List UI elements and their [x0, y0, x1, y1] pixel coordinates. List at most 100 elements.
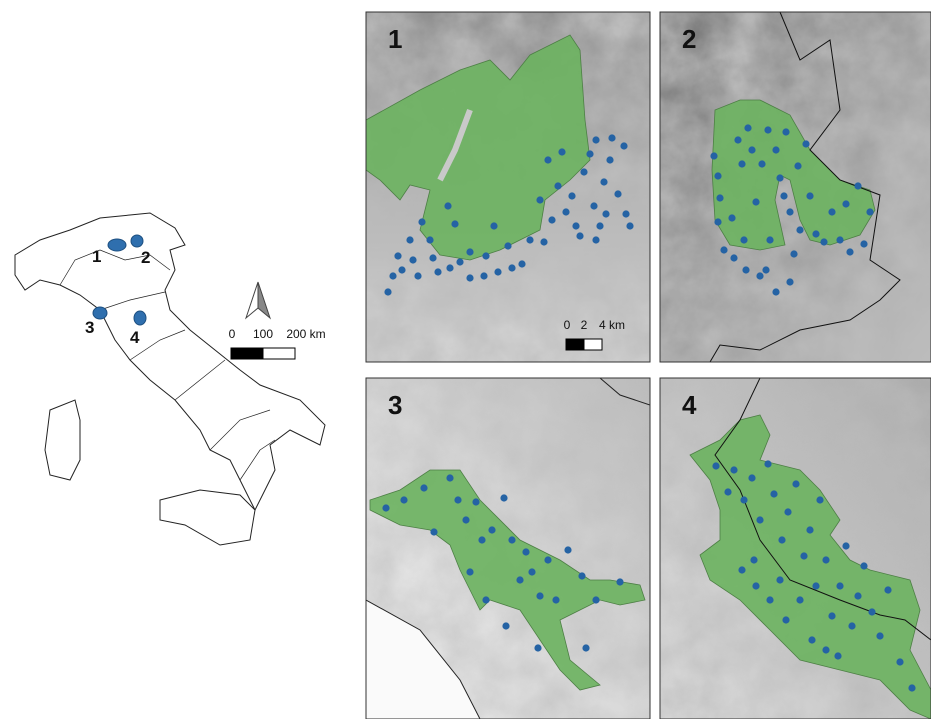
sampling-point — [752, 582, 759, 589]
sampling-point — [418, 218, 425, 225]
sampling-point — [562, 208, 569, 215]
sampling-point — [740, 236, 747, 243]
sampling-point — [802, 140, 809, 147]
sampling-point — [766, 596, 773, 603]
sampling-point — [782, 616, 789, 623]
sampling-point — [866, 208, 873, 215]
site-label: 1 — [92, 247, 101, 266]
sampling-point — [908, 684, 915, 691]
sampling-point — [456, 258, 463, 265]
site-label: 4 — [130, 328, 140, 347]
sampling-point — [716, 194, 723, 201]
sampling-point — [544, 156, 551, 163]
sampling-point — [508, 536, 515, 543]
sampling-point — [592, 596, 599, 603]
scale-label: 0 — [229, 327, 236, 341]
sampling-point — [834, 652, 841, 659]
sampling-point — [596, 222, 603, 229]
sampling-point — [504, 242, 511, 249]
sampling-point — [822, 556, 829, 563]
sampling-point — [526, 236, 533, 243]
sampling-point — [446, 474, 453, 481]
sampling-point — [472, 498, 479, 505]
scale-bar-black — [566, 339, 584, 350]
sampling-point — [620, 142, 627, 149]
scale-label: 100 — [253, 327, 273, 341]
sampling-point — [572, 222, 579, 229]
sampling-point — [770, 490, 777, 497]
sampling-point — [812, 230, 819, 237]
sampling-point — [766, 236, 773, 243]
sampling-point — [806, 192, 813, 199]
sampling-point — [534, 644, 541, 651]
sampling-point — [710, 152, 717, 159]
sampling-point — [626, 222, 633, 229]
sampling-point — [842, 542, 849, 549]
sampling-point — [808, 636, 815, 643]
sampling-point — [758, 160, 765, 167]
sampling-point — [712, 462, 719, 469]
sampling-point — [744, 124, 751, 131]
sampling-point — [606, 156, 613, 163]
sampling-point — [778, 536, 785, 543]
sampling-point — [828, 612, 835, 619]
panel-4 — [660, 378, 931, 719]
sampling-point — [466, 274, 473, 281]
north-arrow-right — [258, 282, 270, 318]
sampling-point — [776, 576, 783, 583]
sampling-point — [896, 658, 903, 665]
sampling-point — [389, 272, 396, 279]
sampling-point — [580, 168, 587, 175]
sampling-point — [848, 622, 855, 629]
north-arrow — [246, 282, 270, 318]
sampling-point — [794, 162, 801, 169]
sampling-point — [568, 192, 575, 199]
sampling-point — [600, 178, 607, 185]
sampling-point — [728, 214, 735, 221]
sampling-point — [552, 596, 559, 603]
sampling-point — [516, 576, 523, 583]
sicily — [160, 490, 255, 545]
sampling-point — [502, 622, 509, 629]
sampling-point — [426, 236, 433, 243]
sampling-point — [756, 272, 763, 279]
sampling-point — [734, 136, 741, 143]
sampling-point — [772, 288, 779, 295]
sampling-point — [714, 218, 721, 225]
sampling-point — [762, 266, 769, 273]
panel-3 — [366, 378, 650, 719]
sampling-point — [806, 526, 813, 533]
sampling-point — [508, 264, 515, 271]
sampling-point — [748, 146, 755, 153]
sampling-point — [500, 494, 507, 501]
sampling-point — [854, 592, 861, 599]
sampling-point — [822, 646, 829, 653]
sampling-point — [816, 496, 823, 503]
sampling-point — [420, 484, 427, 491]
sampling-point — [820, 238, 827, 245]
sampling-point — [406, 236, 413, 243]
sampling-point — [466, 248, 473, 255]
sampling-point — [544, 556, 551, 563]
sampling-point — [576, 232, 583, 239]
sampling-point — [528, 568, 535, 575]
sampling-point — [554, 182, 561, 189]
panel-label: 4 — [682, 390, 697, 420]
sampling-point — [776, 174, 783, 181]
sampling-point — [782, 128, 789, 135]
sampling-point — [764, 126, 771, 133]
sampling-point — [868, 608, 875, 615]
scale-label: 0 — [564, 318, 571, 332]
sampling-point — [790, 250, 797, 257]
sampling-point — [564, 546, 571, 553]
sampling-point — [860, 562, 867, 569]
panel-label: 1 — [388, 24, 402, 54]
site-marker — [108, 239, 126, 251]
sampling-point — [800, 552, 807, 559]
sampling-point — [488, 526, 495, 533]
sardinia — [45, 400, 80, 480]
sampling-point — [462, 516, 469, 523]
sampling-point — [522, 548, 529, 555]
sampling-point — [884, 586, 891, 593]
panel-1 — [366, 12, 650, 362]
